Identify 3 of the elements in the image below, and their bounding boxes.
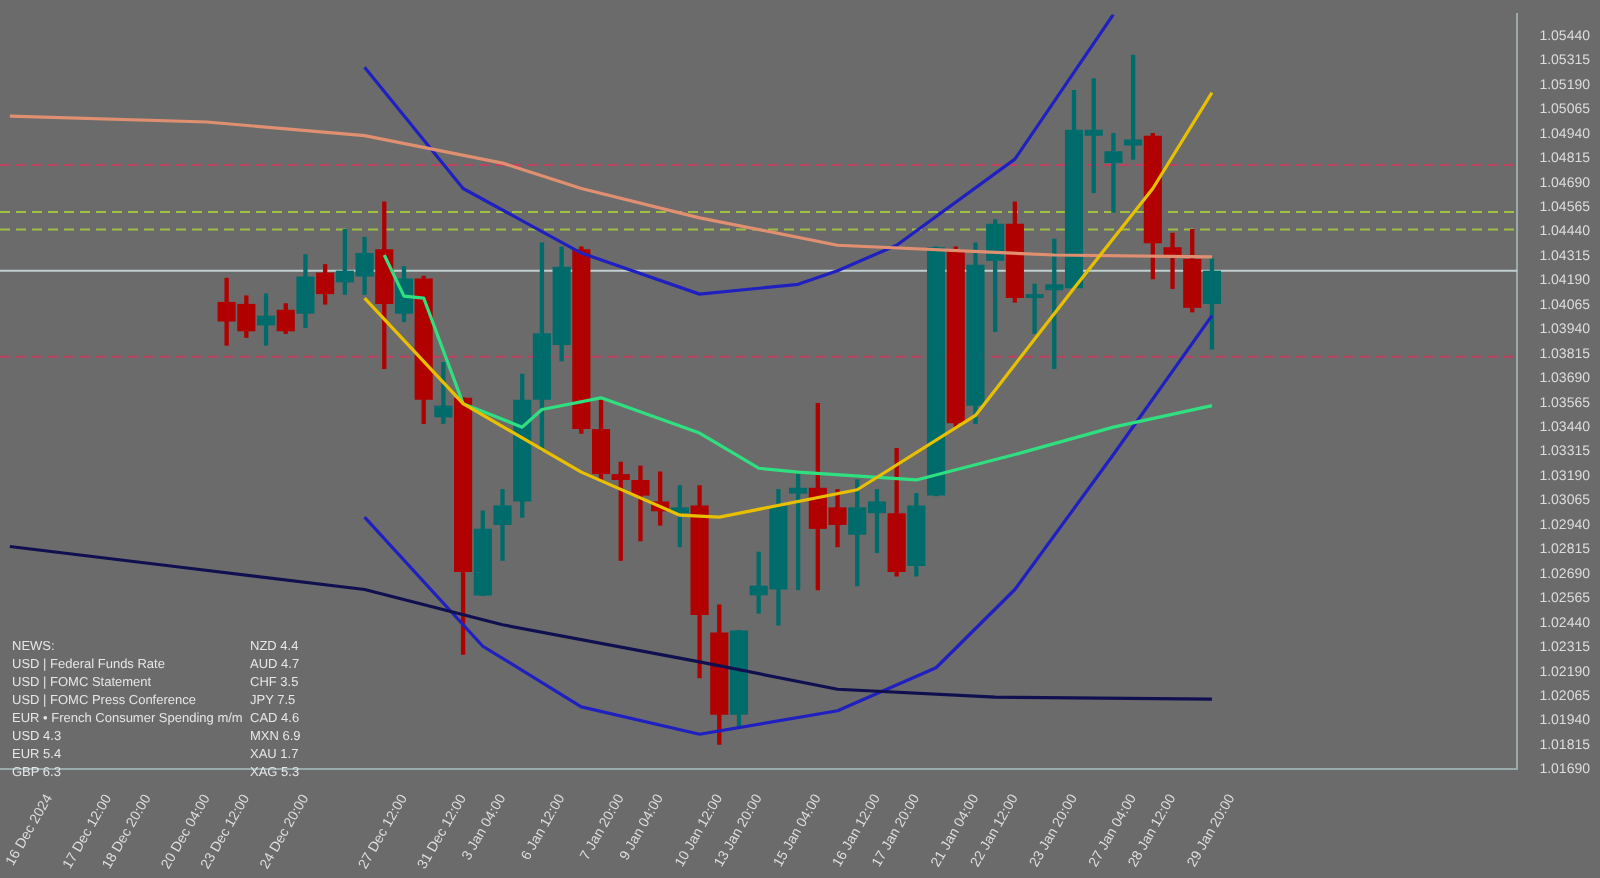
candlestick	[1025, 283, 1044, 334]
candlestick	[1163, 232, 1182, 289]
candlestick	[1104, 133, 1123, 213]
